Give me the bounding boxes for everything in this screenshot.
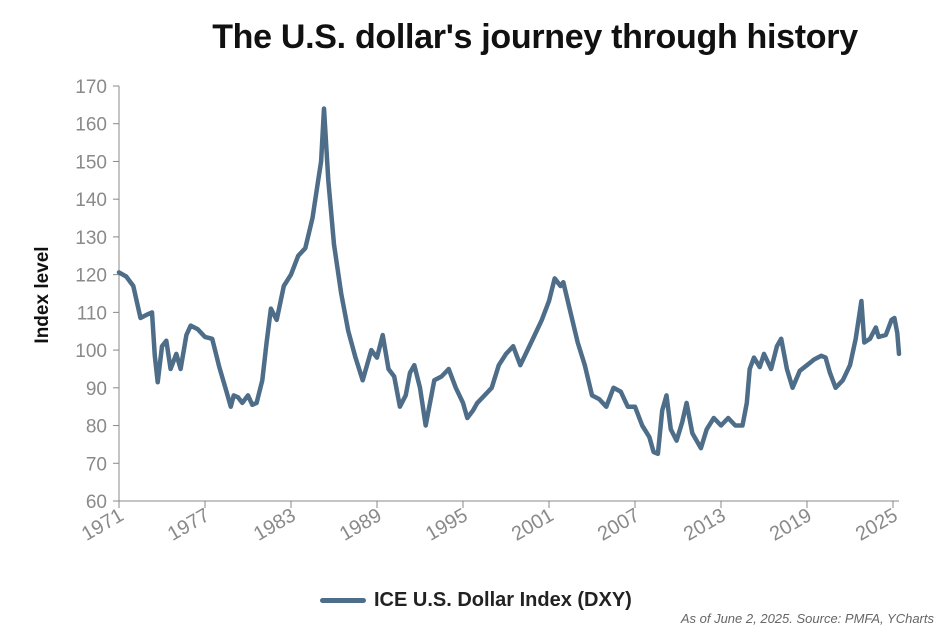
y-tick-label: 170: [75, 77, 107, 98]
y-tick-label: 80: [86, 417, 107, 438]
x-tick-label: 2019: [766, 504, 816, 545]
y-tick-label: 150: [75, 152, 107, 173]
legend: ICE U.S. Dollar Index (DXY): [320, 589, 632, 612]
chart-title: The U.S. dollar's journey through histor…: [212, 18, 858, 56]
x-tick-label: 2013: [680, 504, 730, 545]
x-tick-label: 1989: [336, 504, 386, 545]
y-tick-label: 160: [75, 115, 107, 136]
y-tick-label: 120: [75, 266, 107, 287]
legend-swatch: [320, 598, 366, 603]
y-axis: 60 70 80 90 100 110 120 130 140 150 160 170: [75, 77, 120, 513]
y-axis-title: Index level: [32, 246, 53, 343]
x-axis: 1971 1977 1983 1989 1995 2001 2007 2013 2019 2025: [78, 500, 902, 546]
y-tick-label: 110: [77, 303, 107, 324]
y-tick-label: 70: [86, 454, 107, 475]
y-tick-label: 60: [86, 492, 107, 513]
x-tick-label: 2025: [852, 504, 902, 545]
series-line-dxy: [116, 106, 902, 457]
y-tick-label: 90: [86, 379, 107, 400]
y-tick-label: 140: [75, 190, 107, 211]
legend-label: ICE U.S. Dollar Index (DXY): [374, 589, 632, 611]
x-tick-label: 1983: [250, 504, 300, 545]
x-tick-label: 1995: [422, 504, 472, 545]
series-group: [116, 106, 902, 457]
source-note: As of June 2, 2025. Source: PMFA, YChart…: [680, 611, 934, 626]
x-tick-label: 2001: [508, 504, 558, 545]
x-tick-label: 1977: [164, 504, 214, 545]
y-tick-label: 130: [75, 228, 107, 249]
x-tick-label: 2007: [594, 504, 644, 545]
y-tick-label: 100: [75, 341, 107, 362]
